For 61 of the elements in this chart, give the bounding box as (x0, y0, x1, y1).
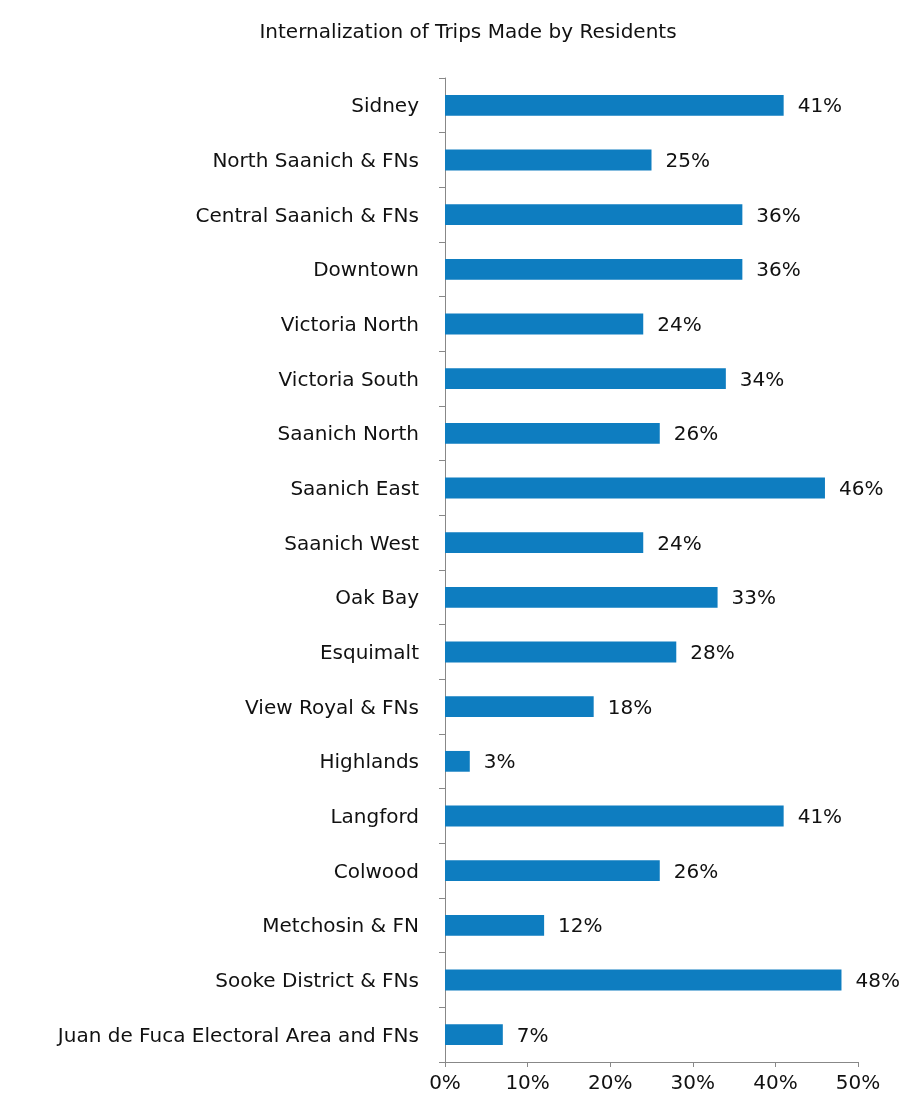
bar (445, 914, 545, 936)
bar (445, 204, 743, 226)
bar (445, 805, 784, 827)
x-tick-label: 40% (753, 1070, 798, 1094)
bar (445, 641, 677, 663)
data-label: 25% (665, 148, 710, 172)
y-tick-label: Langford (330, 804, 419, 828)
data-label: 41% (797, 804, 843, 828)
bar (445, 586, 718, 608)
bar (445, 532, 644, 554)
x-tick-label: 10% (505, 1070, 550, 1094)
x-tick-label: 20% (587, 1070, 633, 1094)
data-label: 28% (690, 640, 735, 664)
data-label: 36% (756, 202, 801, 227)
y-tick-label: View Royal & FNs (245, 694, 419, 719)
data-label: 24% (657, 312, 702, 336)
bar (445, 750, 470, 772)
chart-title: Internalization of Trips Made by Residents (259, 19, 677, 43)
y-tick-label: Central Saanich & FNs (195, 202, 419, 227)
y-tick-label: Esquimalt (319, 640, 420, 664)
bar (445, 422, 660, 444)
bar (445, 94, 784, 116)
y-tick-label: Colwood (333, 858, 419, 883)
y-tick-label: Saanich West (284, 530, 420, 555)
x-tick-label: 50% (835, 1070, 881, 1094)
y-tick-label: North Saanich & FNs (212, 148, 419, 172)
data-label: 46% (838, 476, 884, 500)
data-label: 41% (797, 93, 843, 118)
data-label: 12% (558, 913, 603, 938)
data-label: 34% (739, 366, 785, 391)
data-label: 18% (607, 694, 653, 719)
y-tick-label: Oak Bay (335, 585, 420, 610)
data-label: 26% (673, 421, 719, 446)
data-label: 26% (673, 858, 719, 883)
bar (445, 258, 743, 280)
y-tick-label: Victoria North (280, 312, 419, 336)
bar (445, 696, 594, 718)
y-tick-label: Downtown (313, 257, 419, 282)
x-tick-label: 0% (429, 1070, 461, 1094)
y-tick-label: Juan de Fuca Electoral Area and FNs (55, 1022, 419, 1047)
y-tick-label: Metchosin & FN (262, 913, 419, 938)
bar (445, 368, 726, 390)
bar (445, 149, 652, 171)
y-tick-label: Saanich East (290, 476, 420, 500)
data-label: 36% (756, 257, 801, 282)
data-label: 33% (731, 585, 777, 610)
bar (445, 1024, 503, 1046)
bar (445, 969, 842, 991)
x-tick-label: 30% (670, 1070, 716, 1094)
bar (445, 860, 660, 882)
data-label: 3% (483, 749, 516, 774)
y-tick-label: Highlands (319, 749, 419, 774)
data-label: 7% (516, 1022, 549, 1047)
data-label: 24% (657, 530, 702, 555)
y-tick-label: Sooke District & FNs (215, 968, 419, 992)
bar (445, 313, 644, 335)
data-label: 48% (855, 968, 900, 992)
y-tick-label: Victoria South (278, 366, 419, 391)
bar (445, 477, 825, 499)
y-tick-label: Sidney (351, 93, 420, 118)
y-tick-label: Saanich North (277, 421, 419, 446)
